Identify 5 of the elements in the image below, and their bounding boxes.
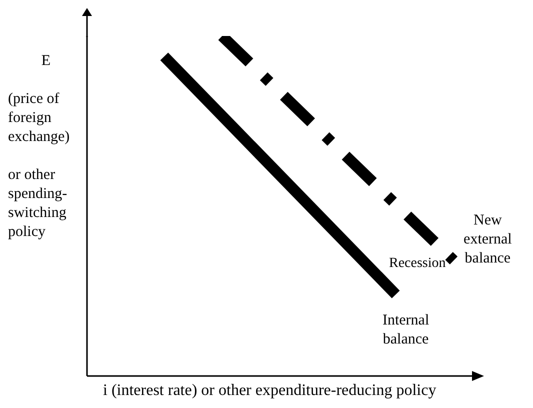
annotation: Recession bbox=[389, 256, 446, 272]
series-label: New external balance bbox=[464, 212, 512, 266]
text: E (price of foreign exchange) or other spending-switching policy bbox=[8, 53, 70, 240]
x-axis-title: i (interest rate) or other expenditure-reducing policy bbox=[103, 382, 436, 400]
series-label: Internal balance bbox=[382, 312, 430, 348]
